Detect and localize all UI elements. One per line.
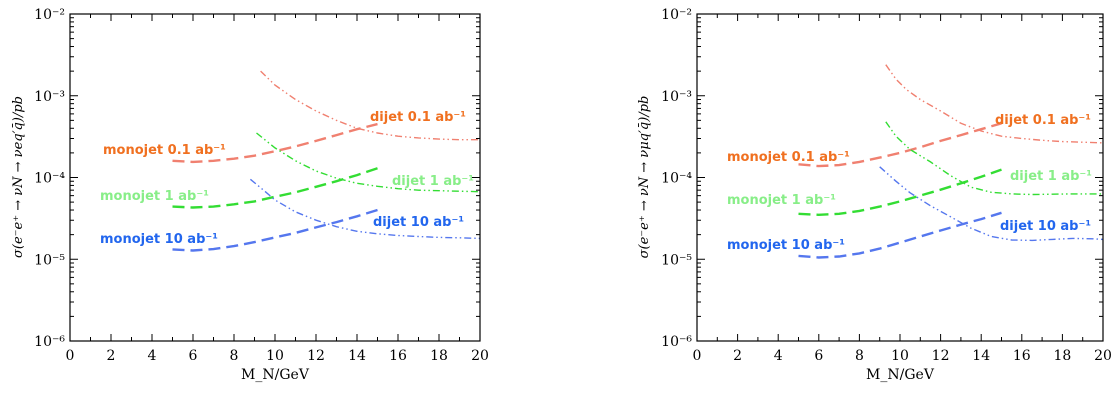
x-tick-label: 20 — [1094, 348, 1112, 364]
y-tick-label: 10⁻⁶ — [661, 334, 692, 350]
series-label-1: monojet 1 ab⁻¹ — [727, 193, 836, 208]
x-tick-label: 16 — [1013, 348, 1031, 364]
x-tick-label: 4 — [774, 348, 783, 364]
x-tick-label: 4 — [148, 348, 157, 364]
x-tick-label: 14 — [972, 348, 990, 364]
series-label-0: monojet 0.1 ab⁻¹ — [103, 143, 226, 158]
x-tick-label: 16 — [389, 348, 407, 364]
x-axis-label: M_N/GeV — [866, 367, 935, 383]
x-tick-label: 14 — [348, 348, 366, 364]
series-label-5: dijet 10 ab⁻¹ — [373, 215, 464, 230]
series-label-2: monojet 10 ab⁻¹ — [100, 232, 218, 247]
series-line-3 — [885, 64, 1104, 144]
y-tick-label: 10⁻⁴ — [34, 171, 65, 187]
series-line-5 — [879, 166, 1104, 242]
chart-muon-channel: 0 2 4 6 8 10 12 14 16 18 20 10⁻⁶ 10⁻⁵ 10⁻⁴ 10⁻³ 10⁻² M_N… — [637, 7, 1112, 383]
series-label-2: monojet 10 ab⁻¹ — [727, 238, 845, 253]
series-label-1: monojet 1 ab⁻¹ — [100, 189, 209, 204]
x-tick-label: 6 — [189, 348, 198, 364]
series-line-0 — [798, 122, 1002, 168]
series-label-5: dijet 10 ab⁻¹ — [1000, 219, 1091, 234]
series-line-2 — [798, 211, 1002, 259]
y-tick-label: 10⁻³ — [34, 89, 65, 105]
x-tick-label: 18 — [430, 348, 448, 364]
y-tick-label: 10⁻⁴ — [661, 171, 692, 187]
series-label-3: dijet 0.1 ab⁻¹ — [995, 113, 1091, 128]
series-label-3: dijet 0.1 ab⁻¹ — [370, 110, 466, 125]
x-tick-label: 18 — [1053, 348, 1071, 364]
x-tick-label: 0 — [693, 348, 702, 364]
x-tick-label: 6 — [814, 348, 823, 364]
y-tick-label: 10⁻² — [34, 7, 65, 23]
series-line-3 — [260, 70, 480, 141]
series-label-4: dijet 1 ab⁻¹ — [392, 174, 474, 189]
series-line-5 — [249, 178, 481, 240]
y-tick-label: 10⁻² — [661, 7, 692, 23]
x-tick-label: 10 — [891, 348, 909, 364]
x-tick-label: 12 — [932, 348, 950, 364]
series-line-4 — [885, 121, 1103, 196]
series-line-4 — [256, 132, 481, 193]
y-tick-label: 10⁻⁵ — [34, 252, 65, 268]
x-tick-label: 2 — [733, 348, 742, 364]
x-tick-label: 8 — [230, 348, 239, 364]
x-tick-label: 2 — [107, 348, 116, 364]
x-tick-label: 12 — [307, 348, 325, 364]
series-line-1 — [798, 168, 1002, 217]
x-tick-label: 8 — [855, 348, 864, 364]
y-axis-label: σ(e⁻e⁺ → νN → νeq′q̄)/pb — [11, 96, 26, 258]
series-line-1 — [172, 167, 378, 209]
x-tick-label: 20 — [471, 348, 489, 364]
x-tick-label: 0 — [66, 348, 75, 364]
x-axis-label: M_N/GeV — [241, 367, 310, 383]
y-tick-label: 10⁻⁵ — [661, 252, 692, 268]
chart-electron-channel: 0 2 4 6 8 10 12 14 16 18 20 10⁻⁶ 10⁻⁵ 10⁻⁴ 10⁻³ 10⁻² M_N… — [11, 7, 489, 383]
y-tick-label: 10⁻³ — [661, 89, 692, 105]
x-tick-label: 10 — [266, 348, 284, 364]
y-axis-label: σ(e⁻e⁺ → νN → νμq′q̄)/pb — [637, 96, 652, 259]
y-tick-label: 10⁻⁶ — [34, 334, 65, 350]
series-label-0: monojet 0.1 ab⁻¹ — [727, 150, 850, 165]
series-label-4: dijet 1 ab⁻¹ — [1010, 169, 1092, 184]
